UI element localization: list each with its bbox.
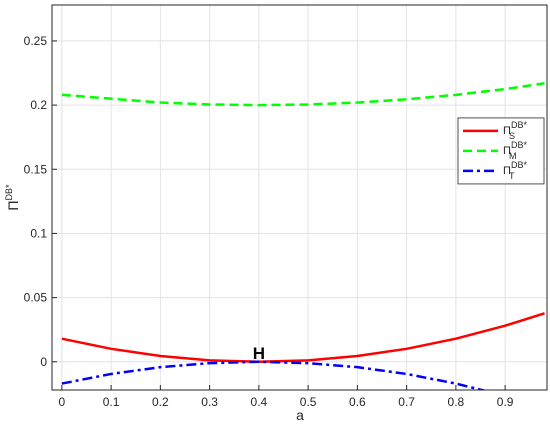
legend-label: ΠDB* S (503, 120, 527, 141)
x-tick-label: 0.5 (300, 395, 317, 409)
x-axis-label: a (296, 407, 304, 423)
x-tick-label: 0.6 (349, 395, 366, 409)
plot-frame (51, 4, 548, 391)
y-tick-label: 0 (40, 355, 47, 369)
x-tick-label: 0.4 (251, 395, 268, 409)
annotation: H (253, 344, 265, 363)
series-line (61, 360, 488, 390)
series-line (61, 82, 545, 107)
legend-label: ΠDB* M (503, 140, 527, 161)
x-tick-label: 0.7 (398, 395, 415, 409)
x-tick-label: 0.8 (448, 395, 465, 409)
x-tick-label: 0.2 (152, 395, 169, 409)
legend-box (457, 117, 545, 185)
y-tick-label: 0.05 (24, 291, 48, 305)
y-axis-label: ΠDB* (4, 184, 21, 211)
legend-label: ΠDB* T (503, 160, 527, 181)
y-tick-label: 0.15 (24, 162, 48, 176)
y-tick-label: 0.2 (30, 98, 47, 112)
x-tick-label: 0.3 (201, 395, 218, 409)
x-tick-label: 0.1 (103, 395, 120, 409)
x-tick-label: 0.9 (497, 395, 514, 409)
plot-area (52, 5, 547, 390)
x-tick-label: 0 (59, 395, 66, 409)
y-tick-label: 0.25 (24, 34, 48, 48)
y-tick-label: 0.1 (30, 226, 47, 240)
series-line (61, 312, 545, 364)
